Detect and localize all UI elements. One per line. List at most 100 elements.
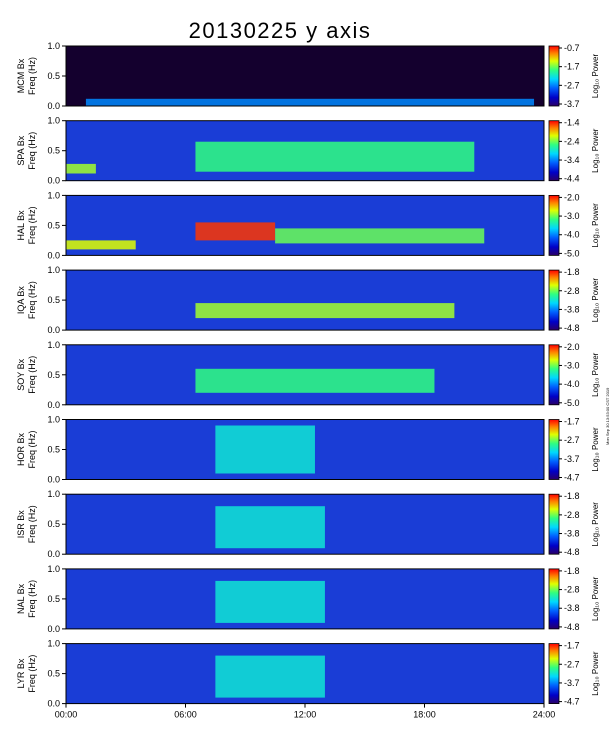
colorbar-tick-label: -2.8 [564, 510, 580, 520]
y-tick-label: 0.0 [47, 699, 60, 709]
colorbar-label: Log₁₀ Power [591, 54, 600, 99]
x-tick-label: 12:00 [294, 710, 317, 720]
freq-axis-label: Freq (Hz) [27, 132, 37, 170]
colorbar-tick-label: -5.0 [564, 398, 580, 408]
panel-spa: 0.0 0.5 1.0 SPA Bx Freq (Hz) -1.4 -2.4 -3.4 -4.4… [16, 116, 600, 186]
freq-axis-label: Freq (Hz) [27, 281, 37, 319]
y-tick-label: 1.0 [47, 116, 60, 126]
power-region [66, 240, 136, 250]
y-tick-label: 0.5 [47, 519, 60, 529]
freq-axis-label: Freq (Hz) [27, 580, 37, 618]
power-region [195, 141, 475, 172]
colorbar-tick-label: -4.8 [564, 323, 580, 333]
y-tick-label: 0.0 [47, 101, 60, 111]
y-tick-label: 0.5 [47, 445, 60, 455]
colorbar-label: Log₁₀ Power [591, 278, 600, 323]
y-tick-label: 1.0 [47, 489, 60, 499]
freq-axis-label: Freq (Hz) [27, 655, 37, 693]
colorbar-label: Log₁₀ Power [591, 128, 600, 173]
panel-lyr: 0.0 0.5 1.0 LYR Bx Freq (Hz) -1.7 -2.7 -3.7 -4.7… [16, 639, 600, 709]
station-label: HAL Bx [16, 210, 26, 241]
timestamp-stamp: Mon Sep 30 13:53:00 CST 2019 [605, 387, 610, 445]
colorbar [548, 568, 560, 630]
colorbar-tick-label: -2.7 [564, 80, 580, 90]
colorbar-tick-label: -4.7 [564, 697, 580, 707]
colorbar [548, 419, 560, 480]
colorbar-tick-label: -3.7 [564, 678, 580, 688]
colorbar [548, 194, 560, 256]
y-tick-label: 0.0 [47, 250, 60, 260]
y-tick-label: 0.0 [47, 549, 60, 559]
station-label: ISR Bx [16, 510, 26, 539]
y-tick-label: 0.0 [47, 475, 60, 485]
panel-background [66, 195, 544, 256]
colorbar-label: Log₁₀ Power [591, 203, 600, 248]
x-tick-label: 24:00 [533, 710, 556, 720]
y-tick-label: 0.5 [47, 295, 60, 305]
colorbar-tick-label: -1.7 [564, 62, 580, 72]
colorbar-tick-label: -4.0 [564, 230, 580, 240]
colorbar [548, 45, 560, 107]
colorbar-label: Log₁₀ Power [591, 427, 600, 472]
colorbar-tick-label: -2.4 [564, 136, 580, 146]
colorbar-tick-label: -4.8 [564, 547, 580, 557]
panel-isr: 0.0 0.5 1.0 ISR Bx Freq (Hz) -1.8 -2.8 -3.8 -4.8… [16, 489, 600, 559]
station-label: MCM Bx [16, 58, 26, 93]
colorbar [548, 643, 560, 704]
colorbar-tick-label: -1.7 [564, 641, 580, 651]
colorbar-tick-label: -4.0 [564, 379, 580, 389]
colorbar-tick-label: -4.4 [564, 174, 580, 184]
freq-axis-label: Freq (Hz) [27, 57, 37, 95]
colorbar-label: Log₁₀ Power [591, 352, 600, 397]
freq-axis-label: Freq (Hz) [27, 505, 37, 543]
colorbar-tick-label: -1.4 [564, 118, 580, 128]
power-region [85, 98, 535, 106]
panel-hal: 0.0 0.5 1.0 HAL Bx Freq (Hz) -2.0 -3.0 -4.0 -5.0… [16, 190, 600, 260]
y-tick-label: 0.5 [47, 594, 60, 604]
colorbar-label: Log₁₀ Power [591, 502, 600, 547]
y-tick-label: 1.0 [47, 41, 60, 51]
panel-nal: 0.0 0.5 1.0 NAL Bx Freq (Hz) -1.8 -2.8 -3.8 -4.8… [16, 564, 600, 634]
y-tick-label: 1.0 [47, 639, 60, 649]
colorbar-tick-label: -3.8 [564, 603, 580, 613]
colorbar-tick-label: -3.8 [564, 529, 580, 539]
panel-mcm: 0.0 0.5 1.0 MCM Bx Freq (Hz) -0.7 -1.7 -2.7 -3.7… [16, 41, 600, 111]
x-tick-label: 06:00 [174, 710, 197, 720]
power-region [275, 228, 485, 244]
x-tick-label: 18:00 [413, 710, 436, 720]
freq-axis-label: Freq (Hz) [27, 206, 37, 244]
colorbar-tick-label: -1.8 [564, 267, 580, 277]
colorbar-tick-label: -1.8 [564, 491, 580, 501]
y-tick-label: 1.0 [47, 415, 60, 425]
power-region [195, 222, 276, 241]
panel-hor: 0.0 0.5 1.0 HOR Bx Freq (Hz) -1.7 -2.7 -3.7 -4.7… [16, 415, 600, 485]
colorbar-tick-label: -2.8 [564, 585, 580, 595]
y-tick-label: 0.5 [47, 370, 60, 380]
station-label: SOY Bx [16, 358, 26, 390]
power-region [215, 580, 325, 623]
colorbar-tick-label: -3.0 [564, 211, 580, 221]
freq-axis-label: Freq (Hz) [27, 430, 37, 468]
y-tick-label: 1.0 [47, 564, 60, 574]
y-tick-label: 0.0 [47, 400, 60, 410]
colorbar-tick-label: -4.8 [564, 622, 580, 632]
colorbar-tick-label: -1.7 [564, 417, 580, 427]
colorbar-tick-label: -0.7 [564, 43, 580, 53]
y-tick-label: 0.5 [47, 146, 60, 156]
colorbar-tick-label: -4.7 [564, 473, 580, 483]
y-tick-label: 0.5 [47, 220, 60, 230]
y-tick-label: 0.0 [47, 325, 60, 335]
y-tick-label: 1.0 [47, 265, 60, 275]
station-label: LYR Bx [16, 658, 26, 688]
colorbar-tick-label: -3.7 [564, 99, 580, 109]
power-region [215, 506, 325, 549]
colorbar-tick-label: -2.8 [564, 286, 580, 296]
chart-title: 20130225 y axis [188, 18, 372, 43]
colorbar-label: Log₁₀ Power [591, 576, 600, 621]
power-region [215, 425, 315, 474]
colorbar [548, 493, 560, 555]
y-tick-label: 0.5 [47, 71, 60, 81]
power-region [195, 368, 435, 393]
